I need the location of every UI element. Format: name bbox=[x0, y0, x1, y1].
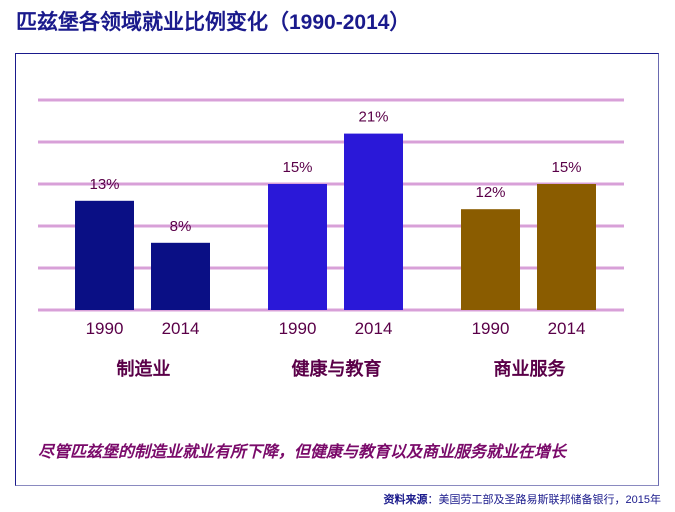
bar bbox=[344, 133, 403, 310]
source-citation: 资料来源：美国劳工部及圣路易斯联邦储备银行，2015年 bbox=[384, 491, 661, 507]
bar bbox=[75, 200, 134, 310]
data-label: 8% bbox=[170, 218, 192, 235]
data-label: 15% bbox=[282, 159, 312, 176]
data-label: 21% bbox=[358, 109, 388, 126]
x-tick-label: 1990 bbox=[279, 319, 317, 338]
data-label: 12% bbox=[475, 184, 505, 201]
bar bbox=[537, 184, 596, 310]
data-label: 13% bbox=[89, 176, 119, 193]
bar bbox=[461, 209, 520, 310]
chart-frame bbox=[15, 53, 659, 486]
x-tick-label: 2014 bbox=[162, 319, 200, 338]
bar bbox=[151, 242, 210, 310]
bar bbox=[268, 184, 327, 310]
x-tick-label: 2014 bbox=[548, 319, 586, 338]
data-label: 15% bbox=[551, 159, 581, 176]
source-text: ：美国劳工部及圣路易斯联邦储备银行，2015年 bbox=[427, 494, 661, 506]
group-label: 制造业 bbox=[117, 358, 171, 380]
page-title: 匹兹堡各领域就业比例变化（1990-2014） bbox=[16, 11, 411, 34]
group-label: 健康与教育 bbox=[292, 358, 382, 380]
group-label: 商业服务 bbox=[494, 358, 567, 380]
source-label: 资料来源 bbox=[383, 494, 428, 506]
chart-note: 尽管匹兹堡的制造业就业有所下降，但健康与教育以及商业服务就业在增长 bbox=[38, 444, 567, 461]
x-tick-label: 2014 bbox=[355, 319, 393, 338]
x-tick-label: 1990 bbox=[472, 319, 510, 338]
x-tick-label: 1990 bbox=[86, 319, 124, 338]
